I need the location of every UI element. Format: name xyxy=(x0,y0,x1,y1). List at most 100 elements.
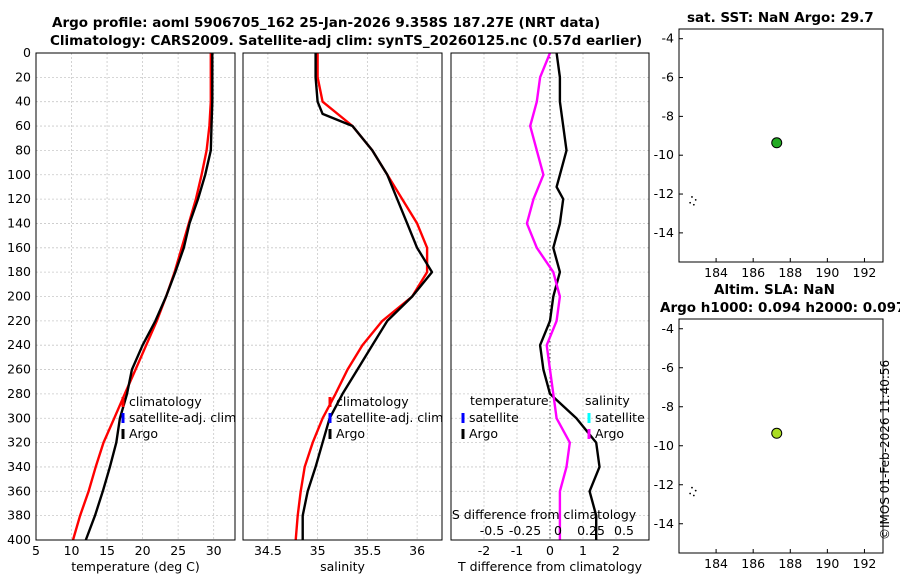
legend-s-satellite-label: satellite xyxy=(595,410,645,425)
depth-tick-label: 120 xyxy=(7,191,31,206)
depth-tick-label: 140 xyxy=(7,215,31,230)
coastline-dot xyxy=(691,196,693,198)
sla-panel-title-line1: Altim. SLA: NaN xyxy=(714,282,835,298)
depth-tick-label: 260 xyxy=(7,362,31,377)
legend-argo-label: Argo xyxy=(129,426,158,441)
depth-tick-label: 240 xyxy=(7,337,31,352)
series-argo-s-diff-line xyxy=(525,52,571,540)
legend-climatology-label: climatology xyxy=(129,394,202,409)
legend-salinity-heading: salinity xyxy=(585,393,630,408)
map-panel-0-frame xyxy=(678,28,884,263)
coastline-dot xyxy=(694,489,697,492)
legend-argo-label: Argo xyxy=(336,426,365,441)
depth-tick-label: 360 xyxy=(7,483,31,498)
map-y-tick-label: -8 xyxy=(662,399,675,414)
x-tick-label: 34.5 xyxy=(254,543,282,558)
sst-panel-title: sat. SST: NaN Argo: 29.7 xyxy=(687,10,874,26)
map-y-tick-label: -6 xyxy=(662,360,675,375)
coastline-dot xyxy=(691,486,693,489)
map-x-tick-label: 192 xyxy=(853,265,877,280)
coastline-dot xyxy=(694,198,697,201)
x-tick-label: 5 xyxy=(32,543,40,558)
map-x-tick-label: 184 xyxy=(704,265,728,280)
s-axis-label: S difference from climatology xyxy=(452,507,637,522)
s-tick-label: -0.5 xyxy=(480,523,504,538)
legend-satellite-label: satellite-adj. clim xyxy=(336,410,443,425)
series-argo-line xyxy=(301,53,434,540)
s-tick-label: 0.25 xyxy=(577,523,605,538)
map-y-tick-label: -10 xyxy=(654,438,674,453)
x-tick-label: 1 xyxy=(579,543,587,558)
x-tick-label: 20 xyxy=(135,543,151,558)
depth-tick-label: 60 xyxy=(15,118,31,133)
sla-panel-title-line2: Argo h1000: 0.094 h2000: 0.097 xyxy=(660,300,900,316)
profile-panel-0-frame xyxy=(35,52,236,541)
x-tick-label: 35.5 xyxy=(353,543,381,558)
depth-tick-label: 400 xyxy=(7,532,31,547)
s-tick-label: 0 xyxy=(554,523,562,538)
x-tick-label: 2 xyxy=(612,543,620,558)
depth-tick-label: 200 xyxy=(7,289,31,304)
depth-tick-label: 340 xyxy=(7,459,31,474)
coastline-dot xyxy=(689,492,692,495)
legend-temperature-heading: temperature xyxy=(470,393,549,408)
map-x-tick-label: 188 xyxy=(778,265,802,280)
x-tick-label: -1 xyxy=(511,543,523,558)
map-x-tick-label: 184 xyxy=(704,556,728,571)
x-axis-label: salinity xyxy=(320,559,365,574)
depth-tick-label: 40 xyxy=(15,94,31,109)
map-y-tick-label: -4 xyxy=(662,31,675,46)
map-x-tick-label: 186 xyxy=(741,556,765,571)
x-tick-label: 0 xyxy=(546,543,554,558)
map-y-tick-label: -12 xyxy=(654,186,674,201)
map-y-tick-label: -14 xyxy=(654,516,674,531)
x-axis-label: T difference from climatology xyxy=(457,559,643,574)
legend-satellite-label: satellite-adj. clim xyxy=(129,410,236,425)
series-argo-t-diff-line xyxy=(538,52,601,540)
depth-tick-label: 100 xyxy=(7,167,31,182)
legend-climatology-label: climatology xyxy=(336,394,409,409)
depth-tick-label: 80 xyxy=(15,142,31,157)
depth-tick-label: 20 xyxy=(15,69,31,84)
series-argo-line xyxy=(84,53,214,541)
x-tick-label: 25 xyxy=(170,543,186,558)
x-axis-label: temperature (deg C) xyxy=(71,559,200,574)
depth-tick-label: 300 xyxy=(7,410,31,425)
float-position-marker xyxy=(771,137,783,149)
depth-tick-label: 220 xyxy=(7,313,31,328)
map-y-tick-label: -6 xyxy=(662,70,675,85)
coastline-dot xyxy=(692,494,695,497)
s-tick-label: 0.5 xyxy=(614,523,634,538)
depth-tick-label: 320 xyxy=(7,435,31,450)
coastline-dot xyxy=(692,203,695,206)
x-tick-label: 30 xyxy=(206,543,222,558)
legend-t-satellite-label: satellite xyxy=(469,410,519,425)
map-y-tick-label: -10 xyxy=(654,147,674,162)
map-y-tick-label: -8 xyxy=(662,108,675,123)
coastline-dot xyxy=(689,201,692,204)
legend-t-argo-label: Argo xyxy=(469,426,498,441)
x-tick-label: 15 xyxy=(99,543,115,558)
map-panel-1-frame xyxy=(678,318,884,554)
map-y-tick-label: -4 xyxy=(662,321,675,336)
x-tick-label: -2 xyxy=(478,543,490,558)
float-position-marker xyxy=(771,427,783,439)
map-x-tick-label: 192 xyxy=(853,556,877,571)
map-y-tick-label: -12 xyxy=(654,477,674,492)
figure-title-line1: Argo profile: aoml 5906705_162 25-Jan-20… xyxy=(52,15,601,31)
map-y-tick-label: -14 xyxy=(654,225,674,240)
x-tick-label: 36 xyxy=(409,543,425,558)
profile-panel-1-frame xyxy=(242,52,443,541)
map-x-tick-label: 186 xyxy=(741,265,765,280)
depth-tick-label: 180 xyxy=(7,264,31,279)
map-x-tick-label: 190 xyxy=(815,556,839,571)
map-x-tick-label: 188 xyxy=(778,556,802,571)
difference-panel-frame xyxy=(450,52,650,541)
x-tick-label: 35 xyxy=(310,543,326,558)
depth-tick-label: 0 xyxy=(23,45,31,60)
x-tick-label: 10 xyxy=(64,543,80,558)
s-tick-label: -0.25 xyxy=(509,523,541,538)
map-x-tick-label: 190 xyxy=(815,265,839,280)
figure-title-line2: Climatology: CARS2009. Satellite-adj cli… xyxy=(50,33,643,49)
